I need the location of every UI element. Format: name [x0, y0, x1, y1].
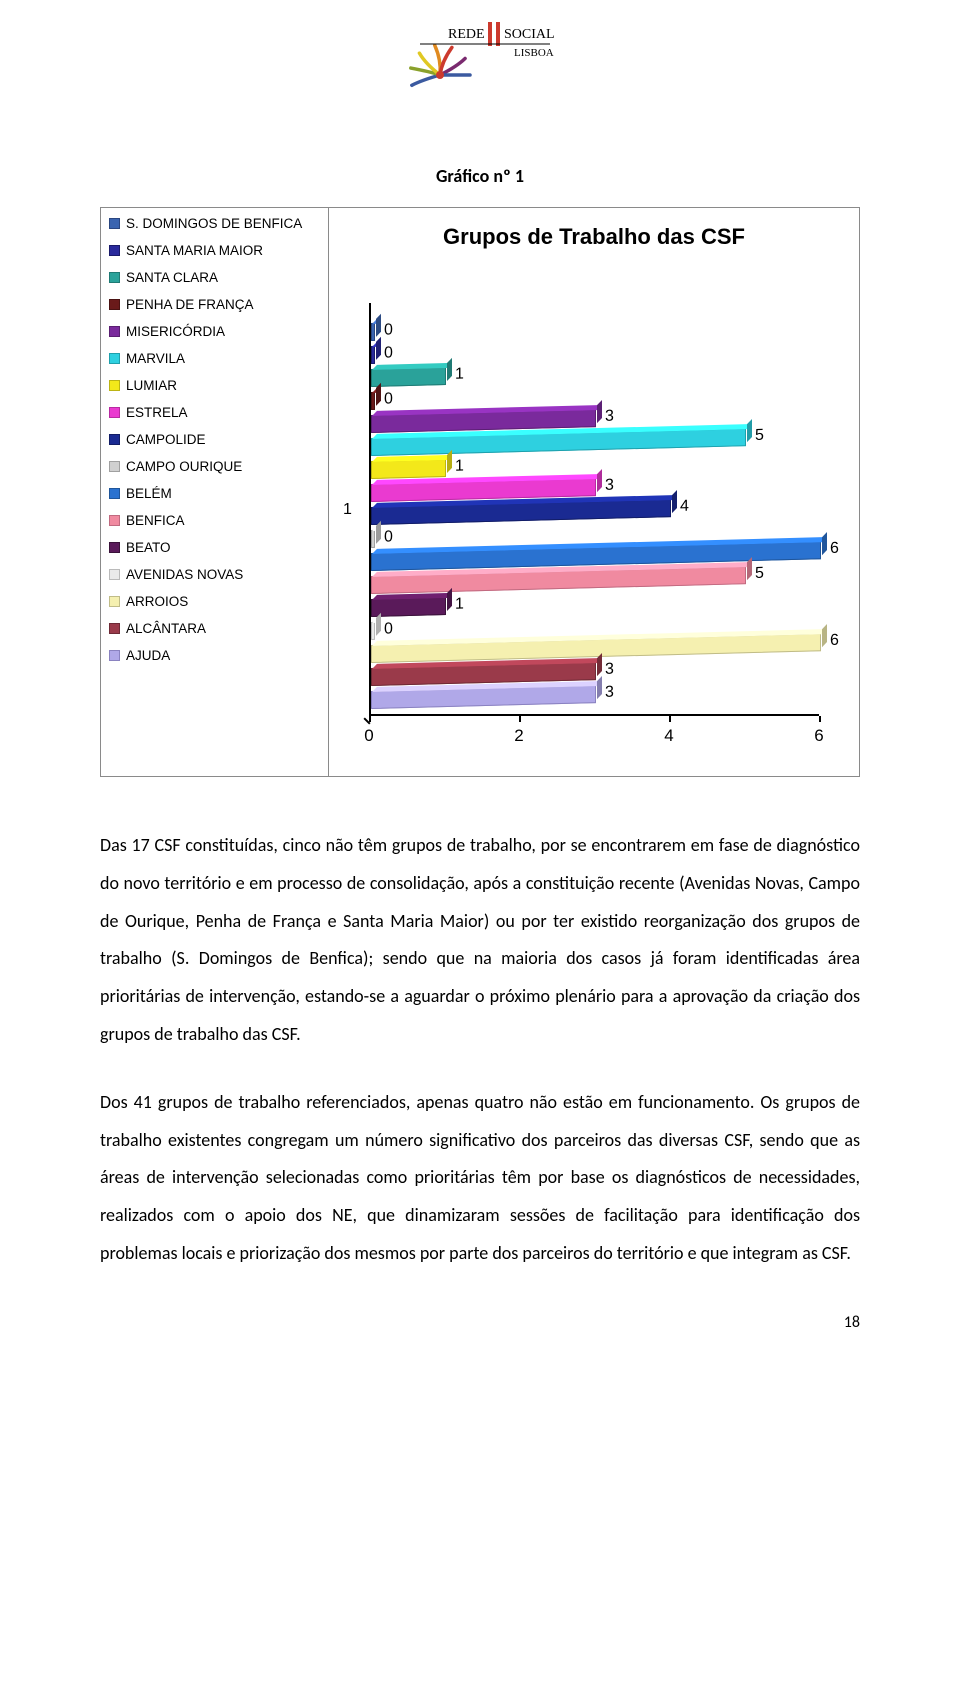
legend-item: AJUDA — [109, 648, 320, 663]
bar-value-label: 0 — [384, 620, 393, 638]
legend-label: SANTA MARIA MAIOR — [126, 243, 263, 258]
logo-text-social: SOCIAL — [504, 27, 555, 42]
x-tick: 0 — [364, 726, 373, 746]
bar-value-label: 1 — [455, 366, 464, 384]
page-number: 18 — [100, 1313, 860, 1332]
legend-label: LUMIAR — [126, 378, 177, 393]
bar: 1 — [371, 597, 446, 617]
legend-swatch — [109, 569, 120, 580]
legend-swatch — [109, 218, 120, 229]
logo-text-lisboa: LISBOA — [514, 47, 554, 59]
bar-value-label: 1 — [455, 596, 464, 614]
chart-container: S. DOMINGOS DE BENFICA SANTA MARIA MAIOR S… — [100, 207, 860, 777]
legend-swatch — [109, 488, 120, 499]
legend-swatch — [109, 596, 120, 607]
legend-swatch — [109, 380, 120, 391]
bar-value-label: 3 — [605, 684, 614, 702]
chart-legend: S. DOMINGOS DE BENFICA SANTA MARIA MAIOR S… — [101, 208, 329, 776]
legend-item: BEATO — [109, 540, 320, 555]
legend-swatch — [109, 623, 120, 634]
legend-item: CAMPOLIDE — [109, 432, 320, 447]
legend-label: AVENIDAS NOVAS — [126, 567, 243, 582]
bar: 0 — [371, 622, 375, 640]
legend-item: BELÉM — [109, 486, 320, 501]
legend-item: ESTRELA — [109, 405, 320, 420]
legend-item: S. DOMINGOS DE BENFICA — [109, 216, 320, 231]
legend-swatch — [109, 542, 120, 553]
bar-value-label: 0 — [384, 528, 393, 546]
bar-value-label: 4 — [680, 498, 689, 516]
legend-label: PENHA DE FRANÇA — [126, 297, 254, 312]
bar: 5 — [371, 428, 746, 456]
legend-swatch — [109, 434, 120, 445]
bar-value-label: 3 — [605, 661, 614, 679]
paragraph-2: Dos 41 grupos de trabalho referenciados,… — [100, 1084, 860, 1273]
bar: 4 — [371, 499, 671, 525]
legend-item: SANTA MARIA MAIOR — [109, 243, 320, 258]
legend-label: MARVILA — [126, 351, 185, 366]
bar-value-label: 5 — [755, 565, 764, 583]
legend-item: SANTA CLARA — [109, 270, 320, 285]
bar-value-label: 3 — [605, 408, 614, 426]
bar-value-label: 3 — [605, 477, 614, 495]
legend-label: CAMPO OURIQUE — [126, 459, 242, 474]
legend-label: BENFICA — [126, 513, 185, 528]
bar: 3 — [371, 685, 596, 709]
bar-value-label: 1 — [455, 458, 464, 476]
legend-item: MARVILA — [109, 351, 320, 366]
legend-swatch — [109, 650, 120, 661]
legend-item: CAMPO OURIQUE — [109, 459, 320, 474]
legend-label: BELÉM — [126, 486, 172, 501]
bar: 0 — [371, 530, 375, 548]
chart-caption: Gráfico nº 1 — [100, 165, 860, 187]
bar: 0 — [371, 346, 375, 364]
bar: 0 — [371, 323, 375, 341]
legend-item: PENHA DE FRANÇA — [109, 297, 320, 312]
bar: 5 — [371, 566, 746, 594]
legend-swatch — [109, 326, 120, 337]
bar: 1 — [371, 459, 446, 479]
chart-plot: 1 00103513406510633 0246 — [369, 303, 819, 716]
legend-swatch — [109, 407, 120, 418]
bar: 1 — [371, 367, 446, 387]
x-tick: 4 — [664, 726, 673, 746]
legend-label: CAMPOLIDE — [126, 432, 206, 447]
bar-value-label: 5 — [755, 427, 764, 445]
bar-value-label: 0 — [384, 390, 393, 408]
legend-item: MISERICÓRDIA — [109, 324, 320, 339]
legend-label: S. DOMINGOS DE BENFICA — [126, 216, 302, 231]
legend-label: BEATO — [126, 540, 171, 555]
header-logo: REDE SOCIAL LISBOA — [100, 20, 860, 115]
legend-item: ALCÂNTARA — [109, 621, 320, 636]
bar-value-label: 6 — [830, 540, 839, 558]
legend-label: ESTRELA — [126, 405, 188, 420]
legend-label: ALCÂNTARA — [126, 621, 206, 636]
logo-text-rede: REDE — [448, 27, 485, 42]
legend-swatch — [109, 245, 120, 256]
y-axis-caption: 1 — [343, 501, 352, 519]
bar-value-label: 0 — [384, 321, 393, 339]
legend-label: AJUDA — [126, 648, 170, 663]
bar-value-label: 0 — [384, 344, 393, 362]
legend-label: SANTA CLARA — [126, 270, 218, 285]
legend-item: ARROIOS — [109, 594, 320, 609]
x-tick: 6 — [814, 726, 823, 746]
legend-item: AVENIDAS NOVAS — [109, 567, 320, 582]
paragraph-1: Das 17 CSF constituídas, cinco não têm g… — [100, 827, 860, 1054]
bar-value-label: 6 — [830, 632, 839, 650]
legend-label: MISERICÓRDIA — [126, 324, 225, 339]
legend-swatch — [109, 299, 120, 310]
bar: 0 — [371, 392, 375, 410]
legend-swatch — [109, 272, 120, 283]
x-tick: 2 — [514, 726, 523, 746]
chart-title: Grupos de Trabalho das CSF — [329, 224, 859, 250]
legend-swatch — [109, 461, 120, 472]
legend-swatch — [109, 353, 120, 364]
legend-item: LUMIAR — [109, 378, 320, 393]
legend-label: ARROIOS — [126, 594, 188, 609]
legend-item: BENFICA — [109, 513, 320, 528]
legend-swatch — [109, 515, 120, 526]
